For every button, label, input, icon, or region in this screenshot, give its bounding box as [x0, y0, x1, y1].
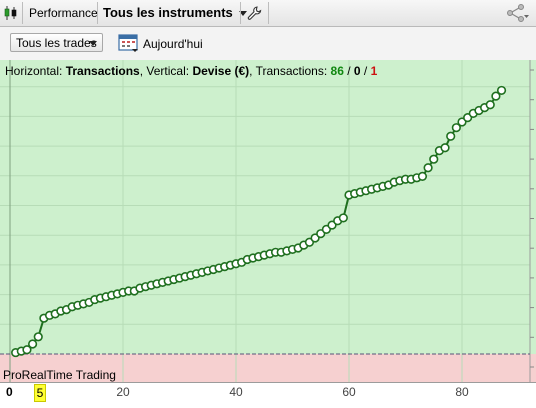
x-axis-cursor-marker[interactable]: 5: [34, 384, 46, 402]
toolbar-divider: [22, 2, 23, 24]
x-axis-tick-label: 20: [116, 385, 130, 399]
equity-point: [491, 91, 501, 101]
top-toolbar: Performance Tous les instruments: [0, 0, 536, 27]
equity-point: [496, 85, 507, 96]
slash: /: [343, 64, 354, 78]
instruments-dropdown-label: Tous les instruments: [103, 5, 233, 20]
equity-curve-chart: [0, 60, 536, 382]
brand-watermark: ProRealTime Trading: [3, 368, 116, 382]
equity-point: [338, 213, 348, 223]
equity-point: [423, 163, 433, 173]
chevron-down-icon: [89, 41, 97, 46]
calendar-icon[interactable]: [118, 32, 140, 54]
trades-filter-select[interactable]: Tous les trades: [10, 33, 103, 52]
vertical-prefix: , Vertical:: [139, 64, 190, 78]
chevron-down-icon: [238, 11, 247, 17]
transactions-prefix: , Transactions:: [249, 64, 328, 78]
horizontal-prefix: Horizontal:: [5, 64, 63, 78]
transactions-total: 86: [330, 64, 344, 78]
toolbar-divider: [268, 2, 269, 24]
candlestick-icon[interactable]: [3, 5, 19, 21]
x-axis-tick-label: 40: [229, 385, 243, 399]
profit-zone: [0, 60, 536, 354]
trades-filter-label: Tous les trades: [16, 36, 97, 50]
equity-point: [27, 339, 38, 349]
equity-point: [485, 100, 495, 110]
equity-point: [440, 143, 450, 153]
transactions-losers: 1: [370, 64, 378, 78]
equity-point: [451, 123, 461, 133]
share-icon[interactable]: [505, 4, 529, 22]
equity-point: [446, 131, 456, 141]
date-label[interactable]: Aujourd'hui: [143, 37, 203, 51]
transactions-neutral: 0: [353, 64, 361, 78]
x-axis-tick-label: 60: [342, 385, 356, 399]
x-axis-tick-label: 80: [455, 385, 469, 399]
vertical-axis-name: Devise (€): [192, 64, 250, 78]
equity-point: [22, 345, 32, 355]
loss-zone: [0, 354, 536, 382]
toolbar-divider: [97, 2, 98, 24]
x-axis: [0, 382, 536, 408]
toolbar-divider: [240, 2, 241, 24]
wrench-icon[interactable]: [246, 5, 262, 21]
instruments-dropdown[interactable]: Tous les instruments: [103, 5, 247, 20]
x-axis-zero-label: 0: [6, 385, 13, 399]
performance-tab[interactable]: Performance: [29, 6, 98, 20]
equity-point: [417, 171, 428, 181]
chart-header: Horizontal: Transactions, Vertical: Devi…: [5, 64, 377, 78]
equity-point: [33, 332, 43, 342]
slash: /: [360, 64, 371, 78]
equity-point: [429, 154, 439, 164]
horizontal-axis-name: Transactions: [65, 64, 140, 78]
